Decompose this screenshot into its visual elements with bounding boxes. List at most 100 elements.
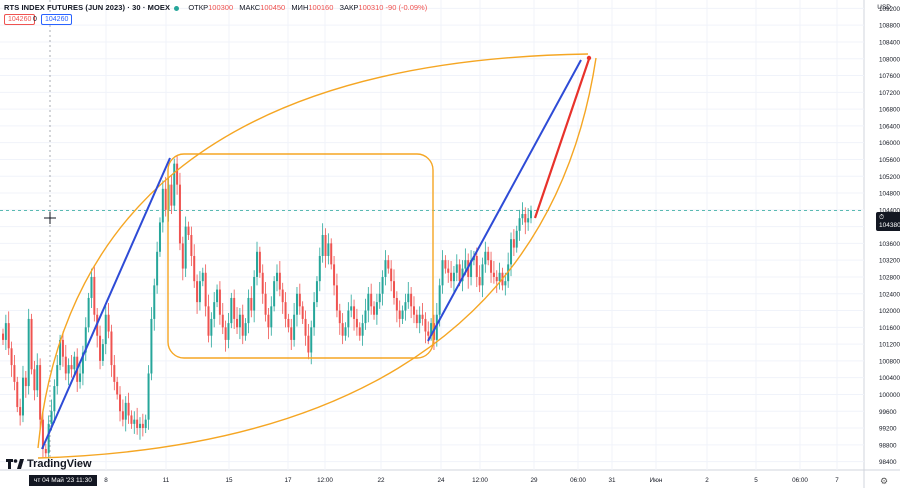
- candle-body: [73, 356, 76, 370]
- tradingview-logo[interactable]: TradingView: [6, 458, 92, 470]
- candle-body: [190, 235, 193, 256]
- candle-body: [153, 285, 156, 319]
- spread-value: 0: [33, 16, 37, 23]
- candle-body: [530, 210, 532, 219]
- price-tick-label: 107600: [879, 73, 900, 80]
- candle-body: [207, 306, 210, 336]
- candle-body: [196, 281, 199, 303]
- red-projection-line: [533, 58, 591, 219]
- candle-body: [161, 188, 164, 223]
- candle-body: [170, 184, 173, 206]
- candle-body: [67, 365, 70, 374]
- candle-body: [101, 344, 104, 361]
- price-tick-label: 100800: [879, 358, 900, 365]
- time-tick-label: 7: [835, 477, 839, 484]
- candle-body: [107, 314, 110, 332]
- candle-body: [464, 260, 467, 269]
- candle-body: [247, 297, 250, 324]
- gear-icon[interactable]: ⚙: [880, 476, 889, 486]
- time-tick-label: 24: [437, 477, 445, 484]
- close-value: 100310: [358, 3, 384, 12]
- candle-body: [375, 302, 378, 315]
- candle-body: [124, 402, 127, 420]
- blue-trendline-left: [41, 157, 171, 450]
- sell-button[interactable]: 104260: [4, 14, 36, 25]
- candle-body: [301, 306, 304, 319]
- currency-label[interactable]: USD: [877, 4, 891, 11]
- candle-body: [490, 260, 493, 273]
- candle-body: [144, 419, 147, 429]
- candle-body: [198, 281, 201, 303]
- orange-upper-arc: [37, 53, 589, 449]
- candle-body: [113, 365, 116, 382]
- candle-body: [56, 365, 59, 387]
- price-tick-label: 108000: [879, 56, 900, 63]
- candle-body: [258, 251, 261, 273]
- candle-body: [250, 297, 253, 311]
- candle-body: [16, 381, 19, 408]
- candle-body: [147, 373, 150, 420]
- candle-body: [478, 276, 481, 286]
- candle-body: [410, 293, 413, 307]
- candle-body: [2, 333, 4, 340]
- candle-body: [390, 268, 393, 282]
- price-tick-label: 100400: [879, 375, 900, 382]
- orange-lower-arc: [37, 57, 597, 459]
- candle-body: [315, 281, 318, 303]
- crosshair-date-label: чт 04 Май '23 11:30: [29, 475, 97, 486]
- orange-range-rectangle: [167, 153, 434, 359]
- brand-name: TradingView: [27, 458, 92, 470]
- candle-body: [367, 293, 370, 311]
- candle-body: [41, 419, 44, 450]
- candle-body: [141, 423, 144, 429]
- candle-body: [19, 407, 22, 416]
- candle-body: [278, 272, 281, 290]
- candle-body: [181, 243, 184, 269]
- candle-body: [218, 289, 221, 315]
- candle-body: [321, 235, 324, 256]
- candle-body: [427, 331, 430, 336]
- candle-body: [415, 314, 418, 324]
- candle-body: [344, 327, 347, 336]
- candle-body: [504, 281, 507, 286]
- price-tick-label: 102400: [879, 291, 900, 298]
- candle-body: [515, 230, 518, 248]
- candle-body: [350, 306, 353, 311]
- time-tick-label: 06:00: [570, 477, 586, 484]
- candle-body: [461, 268, 464, 282]
- candle-body: [59, 339, 62, 366]
- candle-body: [492, 272, 495, 277]
- symbol-title[interactable]: RTS INDEX FUTURES (JUN 2023) · 30 · MOEX: [4, 3, 171, 12]
- candle-body: [418, 314, 421, 324]
- candle-body: [373, 306, 376, 315]
- candle-body: [275, 272, 278, 282]
- candle-body: [33, 369, 36, 391]
- candle-body: [470, 260, 473, 277]
- candle-body: [444, 260, 447, 269]
- time-tick-label: 15: [225, 477, 233, 484]
- candle-body: [4, 323, 7, 340]
- candle-body: [187, 226, 190, 235]
- candle-body: [307, 335, 310, 353]
- candle-body: [284, 302, 287, 319]
- price-tick-label: 101200: [879, 342, 900, 349]
- candle-body: [47, 423, 50, 454]
- price-tick-label: 106800: [879, 107, 900, 114]
- candle-body: [270, 306, 273, 328]
- candle-body: [318, 255, 321, 282]
- candle-body: [27, 318, 30, 387]
- candle-body: [378, 293, 381, 303]
- candle-body: [227, 323, 230, 340]
- candle-body: [50, 411, 53, 424]
- low-value: 100160: [308, 3, 334, 12]
- candle-body: [84, 327, 87, 353]
- price-tick-label: 102000: [879, 308, 900, 315]
- candle-body: [430, 323, 433, 336]
- candle-body: [53, 386, 56, 412]
- buy-button[interactable]: 104260: [41, 14, 73, 25]
- candle-body: [21, 377, 24, 416]
- candle-body: [512, 239, 515, 248]
- candle-body: [393, 281, 396, 298]
- price-tick-label: 108400: [879, 39, 900, 46]
